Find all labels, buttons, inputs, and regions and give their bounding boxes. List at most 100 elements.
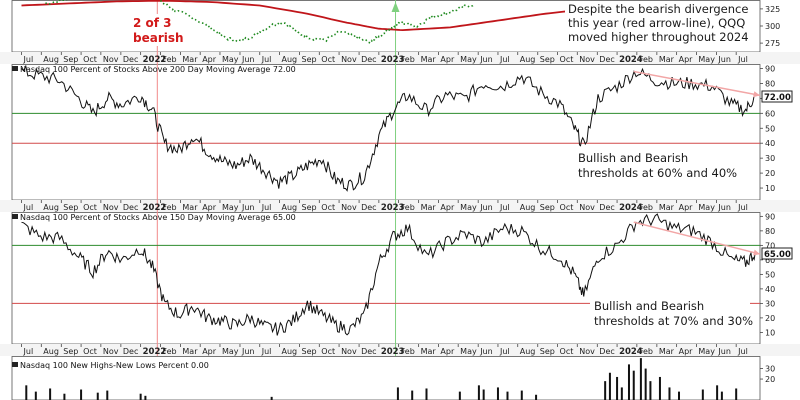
panel2-title: Nasdaq 100 Percent of Stocks Above 200 D…	[20, 65, 296, 74]
nh-nl-bar	[425, 388, 428, 400]
panel3-last-value: 65.00	[764, 250, 791, 260]
y-tick-label: 40	[765, 139, 775, 148]
month-label: Sep	[302, 203, 317, 212]
month-label: 2024	[619, 347, 643, 357]
last-value-badges: 72.00 65.00	[761, 90, 793, 260]
panel-frame-4	[11, 356, 761, 400]
month-label: Jul	[23, 55, 34, 64]
month-label: Sep	[540, 203, 555, 212]
month-label: Feb	[401, 203, 415, 212]
divergence-arrow-200	[633, 70, 761, 97]
month-label: Dec	[123, 203, 138, 212]
month-label: 2023	[381, 347, 405, 357]
month-label: Oct	[83, 203, 97, 212]
month-label: Dec	[599, 55, 614, 64]
month-label: Oct	[321, 347, 335, 356]
month-label: Jun	[241, 203, 255, 212]
month-label: Aug	[282, 203, 298, 212]
month-label: Mar	[421, 347, 437, 356]
nh-nl-bar	[80, 389, 83, 400]
nh-nl-bar	[144, 395, 147, 400]
month-label: Sep	[63, 55, 78, 64]
month-label: Jul	[499, 203, 510, 212]
month-label: Dec	[123, 347, 138, 356]
month-label: Feb	[639, 55, 653, 64]
month-label: Oct	[321, 203, 335, 212]
panel2-legend-swatch	[12, 66, 18, 71]
month-label: May	[460, 203, 477, 212]
y-tick-label: 10	[765, 328, 775, 337]
nh-nl-bar	[668, 387, 671, 400]
y-tick-label: 325	[765, 5, 780, 14]
month-label: May	[222, 347, 239, 356]
month-label: Apr	[440, 347, 455, 356]
month-label: Oct	[83, 55, 97, 64]
month-label: May	[698, 203, 715, 212]
month-label: Feb	[162, 203, 176, 212]
month-label: Dec	[123, 55, 138, 64]
month-label: 2024	[619, 55, 643, 65]
month-label: Nov	[579, 203, 595, 212]
nh-nl-bar	[658, 376, 661, 400]
nh-nl-bar	[34, 391, 37, 400]
month-label: 2022	[143, 203, 167, 213]
annotations: 2 of 3 bearish Despite the bearish diver…	[128, 2, 753, 329]
month-label: Jul	[23, 347, 34, 356]
month-label: Aug	[520, 203, 536, 212]
nh-nl-bar	[139, 393, 142, 400]
nh-nl-bar	[620, 387, 623, 400]
nh-nl-bar	[106, 390, 109, 400]
month-label: Oct	[560, 347, 574, 356]
month-label: Jun	[479, 203, 493, 212]
month-label: Apr	[202, 203, 217, 212]
y-tick-label: 10	[765, 184, 775, 193]
month-label: Apr	[440, 55, 455, 64]
nh-nl-bar	[608, 372, 611, 400]
month-label: Oct	[560, 203, 574, 212]
month-label: Sep	[540, 55, 555, 64]
nh-nl-bar	[720, 391, 723, 400]
nh-nl-bar	[63, 393, 66, 400]
month-label: Jun	[717, 55, 731, 64]
month-label: Mar	[659, 347, 675, 356]
nh-nl-bar	[616, 376, 619, 400]
month-label: Oct	[83, 347, 97, 356]
annotation-bg-bearish	[128, 14, 184, 46]
divergence-arrow-150	[633, 221, 761, 255]
month-label: 2023	[381, 203, 405, 213]
month-label: Dec	[599, 347, 614, 356]
panel-titles: Nasdaq 100 Percent of Stocks Above 200 D…	[12, 65, 296, 370]
y-tick-label: 50	[765, 124, 775, 133]
month-label: Apr	[202, 55, 217, 64]
panel2-last-value-box	[761, 90, 793, 103]
nh-nl-bar	[649, 381, 652, 400]
nh-nl-bar	[701, 389, 704, 400]
month-label: Jul	[261, 203, 272, 212]
nh-nl-bar	[604, 381, 607, 400]
month-label: Feb	[401, 347, 415, 356]
moving-average-line	[21, 0, 642, 32]
event-markers	[156, 0, 400, 356]
nh-nl-bar	[477, 385, 480, 400]
month-label: Oct	[321, 55, 335, 64]
series-layer	[21, 0, 756, 400]
nh-nl-bar	[25, 385, 28, 400]
annotation-thresholds-200-line2: thresholds at 60% and 40%	[578, 166, 737, 180]
y-tick-label: 60	[765, 256, 775, 265]
nh-nl-bar	[270, 396, 273, 400]
month-label: Jun	[479, 55, 493, 64]
month-label: Jun	[241, 347, 255, 356]
month-label: Aug	[282, 347, 298, 356]
y-tick-label: 70	[765, 241, 775, 250]
month-label: Jun	[717, 347, 731, 356]
nh-nl-bar	[458, 391, 461, 400]
month-label: May	[222, 55, 239, 64]
month-label: Feb	[162, 347, 176, 356]
month-label: Sep	[540, 347, 555, 356]
annotation-divergence-line2: this year (red arrow-line), QQQ	[568, 16, 745, 30]
month-label: 2022	[143, 347, 167, 357]
month-label: Aug	[282, 55, 298, 64]
month-label: Nov	[103, 55, 119, 64]
month-label: 2024	[619, 203, 643, 213]
